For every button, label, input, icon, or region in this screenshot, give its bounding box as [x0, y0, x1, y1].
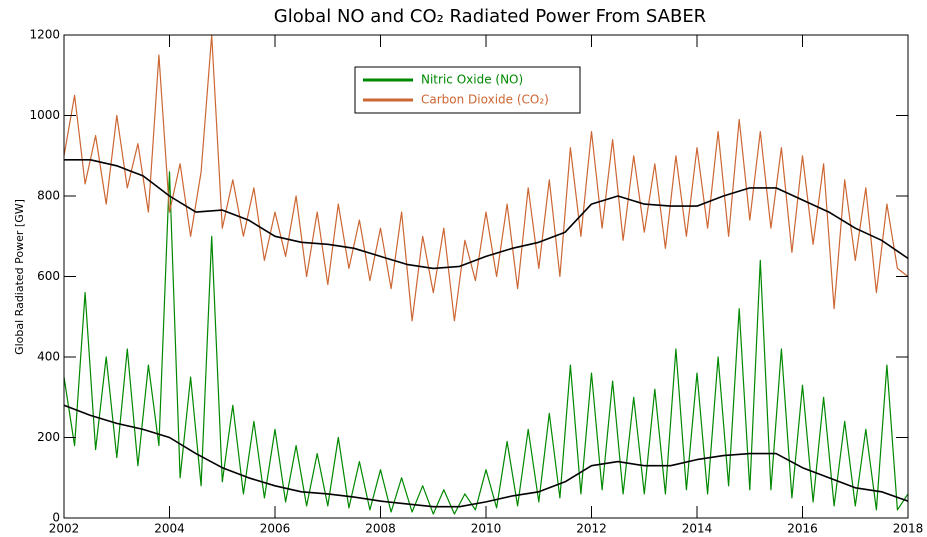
y-tick-label: 0	[52, 511, 60, 525]
x-tick-label: 2010	[471, 522, 502, 536]
x-tick-label: 2014	[682, 522, 713, 536]
y-tick-label: 1000	[29, 108, 60, 122]
y-tick-label: 400	[37, 350, 60, 364]
x-tick-label: 2018	[893, 522, 924, 536]
x-tick-label: 2012	[576, 522, 607, 536]
x-tick-label: 2004	[154, 522, 185, 536]
data-line	[63, 34, 909, 322]
x-tick-label: 2002	[49, 522, 80, 536]
y-tick-label: 800	[37, 189, 60, 203]
legend-box	[354, 66, 581, 114]
x-tick-label: 2006	[260, 522, 291, 536]
smoothed-line	[64, 159, 909, 270]
chart-title: Global NO and CO₂ Radiated Power From SA…	[274, 6, 706, 27]
data-line	[63, 171, 909, 515]
y-tick-label: 600	[37, 269, 60, 283]
y-tick-label: 1200	[29, 28, 60, 42]
x-tick-label: 2016	[787, 522, 818, 536]
legend-label: Carbon Dioxide (CO₂)	[421, 93, 549, 107]
smoothed-line	[63, 404, 909, 508]
legend-label: Nitric Oxide (NO)	[421, 73, 523, 87]
y-axis-label: Global Radiated Power [GW]	[13, 199, 26, 355]
y-tick-label: 200	[37, 430, 60, 444]
x-tick-label: 2008	[365, 522, 396, 536]
